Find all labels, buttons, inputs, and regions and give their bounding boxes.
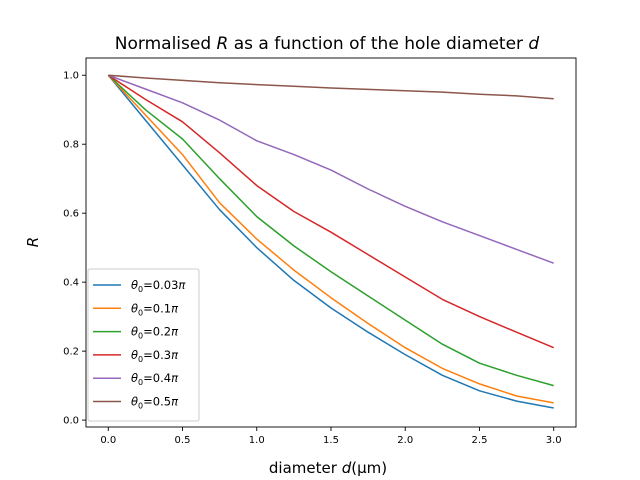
chart-title: Normalised R as a function of the hole d…: [115, 34, 540, 54]
y-tick-label: 0.0: [63, 416, 79, 427]
x-tick-label: 3.0: [546, 435, 562, 446]
legend-label-2: θ0=0.1π: [131, 301, 179, 317]
x-tick-label: 0.5: [175, 435, 191, 446]
y-tick-label: 0.4: [63, 278, 79, 289]
x-tick-label: 2.5: [472, 435, 488, 446]
y-tick-label: 0.6: [63, 209, 79, 220]
series-line-3: [107, 74, 554, 387]
x-tick-label: 2.0: [397, 435, 413, 446]
x-tick-label: 1.5: [323, 435, 339, 446]
y-tick-label: 0.2: [63, 347, 79, 358]
legend-label-1: θ0=0.03π: [131, 278, 186, 294]
series-line-2: [107, 74, 554, 404]
series-line-4: [107, 74, 554, 349]
legend-box: [87, 268, 200, 422]
y-axis-label: R: [24, 237, 42, 247]
series-line-6: [108, 74, 554, 100]
plot-area: [107, 74, 554, 409]
x-tick-label: 1.0: [249, 435, 265, 446]
x-tick-label: 0.0: [100, 435, 116, 446]
legend-label-3: θ0=0.2π: [131, 325, 179, 341]
series-line-5: [108, 74, 554, 264]
series-line-1: [107, 74, 554, 409]
legend: θ0=0.03π θ0=0.1π θ0=0.2π θ0=0.3π θ0=0.4π θ0=0…: [87, 268, 200, 422]
y-axis-ticks: 0.0 0.2 0.4 0.6 0.8 1.0: [63, 71, 86, 427]
legend-label-4: θ0=0.3π: [131, 348, 179, 364]
x-axis-ticks: 0.0 0.5 1.0 1.5 2.0 2.5 3.0: [100, 427, 562, 446]
y-tick-label: 0.8: [63, 140, 79, 151]
x-axis-label: diameter d(μm): [269, 459, 387, 477]
legend-label-5: θ0=0.4π: [131, 371, 179, 387]
y-tick-label: 1.0: [63, 71, 79, 82]
legend-label-6: θ0=0.5π: [131, 395, 179, 411]
